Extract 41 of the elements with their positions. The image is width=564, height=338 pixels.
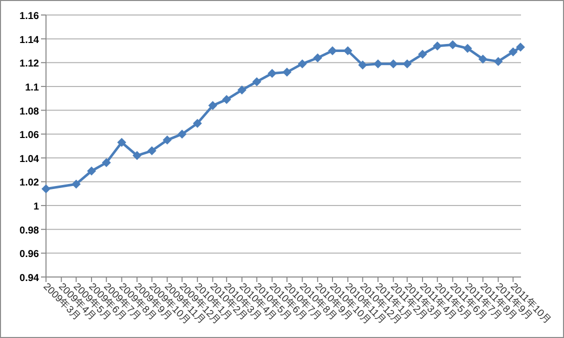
y-tick-label: 1.1 bbox=[25, 82, 40, 94]
point bbox=[448, 40, 458, 50]
y-tick-label: 0.94 bbox=[20, 273, 40, 284]
y-tick-label: 1 bbox=[33, 202, 40, 213]
point bbox=[432, 41, 442, 50]
point bbox=[222, 95, 232, 104]
y-tick-label: 1.16 bbox=[20, 11, 40, 22]
point bbox=[117, 138, 126, 147]
point bbox=[237, 86, 246, 95]
point bbox=[358, 60, 368, 70]
point bbox=[516, 42, 526, 52]
y-tick-label: 1.04 bbox=[20, 154, 40, 165]
point bbox=[87, 166, 96, 176]
point bbox=[132, 151, 142, 160]
point bbox=[494, 56, 503, 66]
point bbox=[192, 118, 202, 128]
point bbox=[328, 46, 337, 56]
y-tick-label: 1.08 bbox=[20, 106, 40, 118]
point bbox=[298, 59, 307, 68]
y-tick-label: 1.14 bbox=[20, 34, 40, 46]
point bbox=[313, 53, 322, 62]
point bbox=[463, 44, 472, 53]
y-tick-label: 1.02 bbox=[20, 178, 40, 189]
point bbox=[508, 47, 518, 56]
point bbox=[252, 77, 262, 86]
point bbox=[282, 68, 292, 77]
point bbox=[42, 184, 50, 194]
point bbox=[147, 146, 156, 156]
point bbox=[268, 68, 277, 78]
y-tick-label: 0.96 bbox=[20, 249, 40, 260]
point bbox=[208, 101, 218, 110]
point bbox=[402, 59, 412, 68]
point bbox=[178, 130, 187, 139]
y-tick-label: 1.06 bbox=[20, 130, 40, 142]
y-tick-label: 1.12 bbox=[20, 58, 40, 70]
y-tick-label: 0.98 bbox=[20, 225, 40, 236]
point bbox=[418, 50, 428, 59]
point bbox=[72, 180, 81, 189]
point bbox=[162, 136, 172, 145]
point bbox=[102, 158, 111, 168]
point bbox=[478, 54, 488, 64]
